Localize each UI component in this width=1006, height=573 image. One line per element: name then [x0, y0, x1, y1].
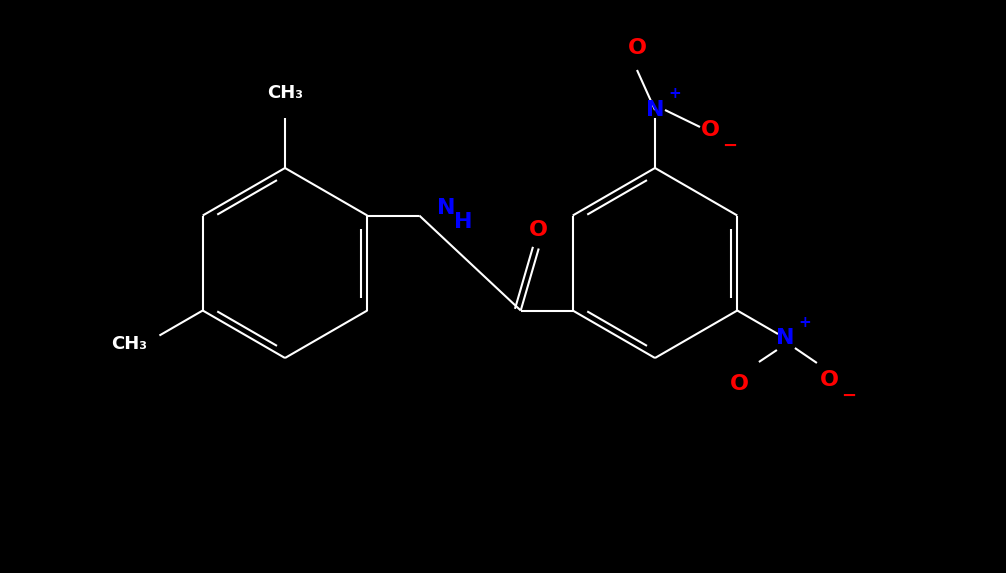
Text: H: H [454, 211, 473, 231]
Text: O: O [820, 370, 838, 390]
Text: O: O [729, 374, 748, 394]
Text: −: − [841, 387, 856, 405]
Text: O: O [700, 120, 719, 140]
Text: +: + [799, 315, 811, 329]
Text: N: N [646, 100, 664, 120]
Text: +: + [669, 87, 681, 101]
Text: CH₃: CH₃ [267, 84, 303, 102]
Text: O: O [628, 38, 647, 58]
Text: N: N [437, 198, 456, 218]
Text: N: N [776, 328, 794, 348]
Text: CH₃: CH₃ [111, 335, 147, 353]
Text: −: − [722, 137, 737, 155]
Text: O: O [529, 221, 548, 241]
